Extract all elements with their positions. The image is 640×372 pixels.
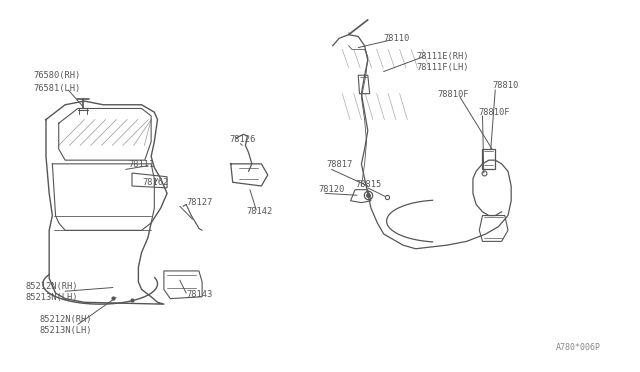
Text: 78815: 78815 — [355, 180, 381, 189]
Text: 78810: 78810 — [492, 81, 518, 90]
Text: 78120: 78120 — [319, 185, 345, 194]
Text: 85213N(LH): 85213N(LH) — [26, 293, 78, 302]
Text: 78142: 78142 — [246, 206, 273, 216]
Text: 78817: 78817 — [326, 160, 353, 169]
Text: 78126: 78126 — [230, 135, 256, 144]
Text: 78162: 78162 — [143, 178, 169, 187]
Text: 78810F: 78810F — [438, 90, 469, 99]
Text: 78111E(RH): 78111E(RH) — [417, 52, 469, 61]
Text: A780*006P: A780*006P — [556, 343, 600, 352]
Text: 76581(LH): 76581(LH) — [33, 84, 81, 93]
Text: 85213N(LH): 85213N(LH) — [40, 326, 92, 335]
Text: 78110: 78110 — [384, 34, 410, 43]
Text: 78143: 78143 — [186, 291, 212, 299]
Text: 78127: 78127 — [186, 198, 212, 207]
Text: 76580(RH): 76580(RH) — [33, 71, 81, 80]
Text: 85212N(RH): 85212N(RH) — [40, 315, 92, 324]
Text: 78111: 78111 — [129, 160, 155, 169]
Text: 78111F(LH): 78111F(LH) — [417, 62, 469, 72]
Text: 78810F: 78810F — [478, 108, 509, 117]
Text: 85212N(RH): 85212N(RH) — [26, 282, 78, 291]
